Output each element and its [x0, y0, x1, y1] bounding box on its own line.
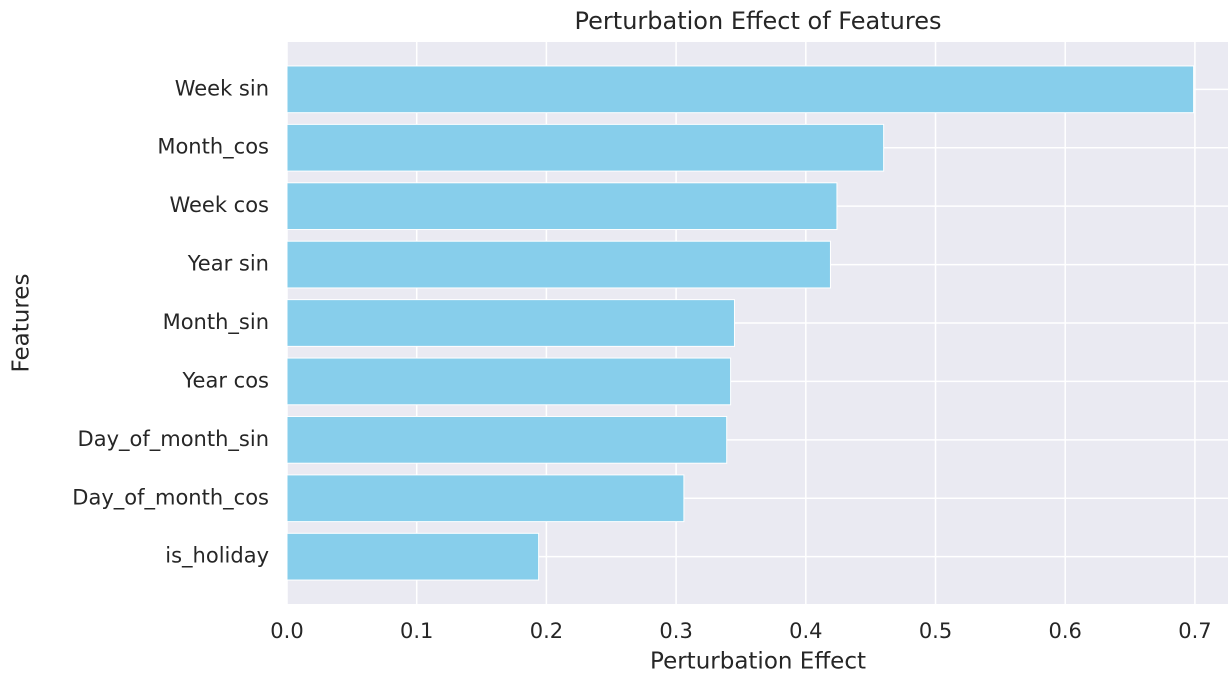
y-tick-label: Day_of_month_cos	[72, 485, 269, 510]
x-axis-label: Perturbation Effect	[650, 649, 866, 675]
x-tick-label: 0.5	[919, 619, 952, 643]
y-tick-label: Year cos	[182, 368, 269, 392]
y-axis-label: Features	[9, 274, 35, 373]
bar	[286, 182, 838, 231]
x-tick-label: 0.1	[400, 619, 433, 643]
bar	[286, 532, 540, 581]
y-tick-label: Week sin	[175, 76, 269, 100]
x-tick-label: 0.0	[270, 619, 303, 643]
x-tick-label: 0.7	[1178, 619, 1211, 643]
bar	[286, 474, 685, 523]
x-tick-label: 0.2	[530, 619, 563, 643]
bar	[286, 415, 728, 464]
x-tick-label: 0.3	[659, 619, 692, 643]
y-tick-label: is_holiday	[165, 544, 269, 569]
bar	[286, 357, 732, 406]
y-tick-label: Week cos	[169, 193, 269, 217]
x-tick-label: 0.6	[1049, 619, 1082, 643]
x-tick-label: 0.4	[789, 619, 822, 643]
y-tick-label: Month_cos	[157, 135, 269, 160]
y-tick-label: Day_of_month_sin	[78, 427, 269, 452]
chart-title: Perturbation Effect of Features	[575, 7, 942, 35]
y-tick-label: Year sin	[187, 252, 269, 276]
bar	[286, 123, 885, 172]
bar	[286, 299, 735, 347]
y-tick-label: Month_sin	[163, 310, 269, 335]
bar	[286, 65, 1195, 114]
bar	[286, 240, 831, 289]
